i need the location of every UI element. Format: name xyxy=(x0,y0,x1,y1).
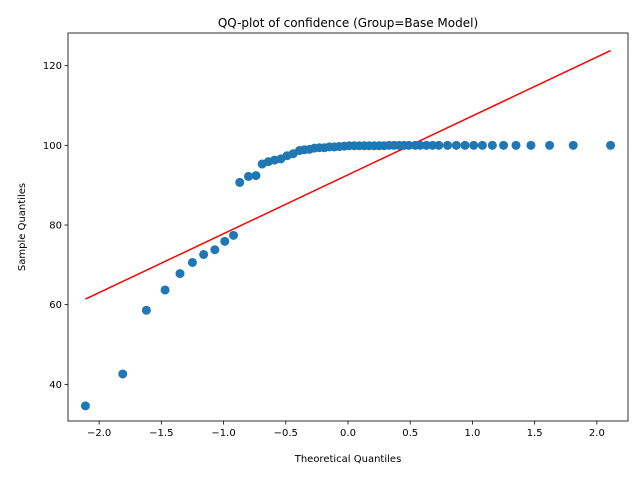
x-tick-label: 0.0 xyxy=(340,428,356,439)
data-point xyxy=(428,140,438,150)
data-point xyxy=(187,257,197,267)
data-point xyxy=(235,177,245,187)
y-tick-label: 120 xyxy=(43,61,62,72)
x-tick-label: −1.0 xyxy=(211,428,235,439)
data-point xyxy=(118,369,128,379)
data-point xyxy=(477,140,487,150)
x-tick-label: 2.0 xyxy=(589,428,605,439)
data-point xyxy=(229,230,239,240)
data-point xyxy=(243,171,253,181)
data-point xyxy=(251,171,261,181)
data-point xyxy=(606,140,616,150)
data-point xyxy=(568,140,578,150)
plot-area xyxy=(68,33,628,421)
data-point xyxy=(421,140,431,150)
x-axis-title: Theoretical Quantiles xyxy=(294,454,402,465)
data-point xyxy=(199,249,209,259)
y-tick-label: 100 xyxy=(43,141,62,152)
y-axis-title: Sample Quantiles xyxy=(17,183,28,271)
y-axis-ticks: 40 60 80 100 120 xyxy=(43,61,68,391)
y-tick-label: 80 xyxy=(49,221,62,232)
x-tick-label: −0.5 xyxy=(274,428,298,439)
data-point xyxy=(545,140,555,150)
data-point xyxy=(443,140,453,150)
x-tick-label: 1.0 xyxy=(464,428,480,439)
data-point xyxy=(469,140,479,150)
data-point xyxy=(175,269,185,279)
y-tick-label: 40 xyxy=(49,380,62,391)
data-points-layer xyxy=(80,140,616,411)
reference-line xyxy=(85,49,611,300)
data-point xyxy=(141,305,151,315)
data-point xyxy=(80,401,90,411)
data-point xyxy=(434,140,444,150)
reference-line-layer xyxy=(85,49,611,300)
x-tick-label: 1.5 xyxy=(527,428,543,439)
data-point xyxy=(511,140,521,150)
data-point xyxy=(499,140,509,150)
chart-title: QQ-plot of confidence (Group=Base Model) xyxy=(218,16,478,30)
data-point xyxy=(404,140,414,150)
x-tick-label: −2.0 xyxy=(87,428,111,439)
data-point xyxy=(210,245,220,255)
data-point xyxy=(487,140,497,150)
data-point xyxy=(526,140,536,150)
x-tick-label: 0.5 xyxy=(402,428,418,439)
data-point xyxy=(220,236,230,246)
x-axis-ticks: −2.0 −1.5 −1.0 −0.5 0.0 0.5 1.0 1.5 2.0 xyxy=(87,421,605,439)
data-point xyxy=(415,140,425,150)
data-point xyxy=(160,285,170,295)
data-point xyxy=(460,140,470,150)
y-tick-label: 60 xyxy=(49,300,62,311)
x-tick-label: −1.5 xyxy=(149,428,173,439)
data-point xyxy=(451,140,461,150)
